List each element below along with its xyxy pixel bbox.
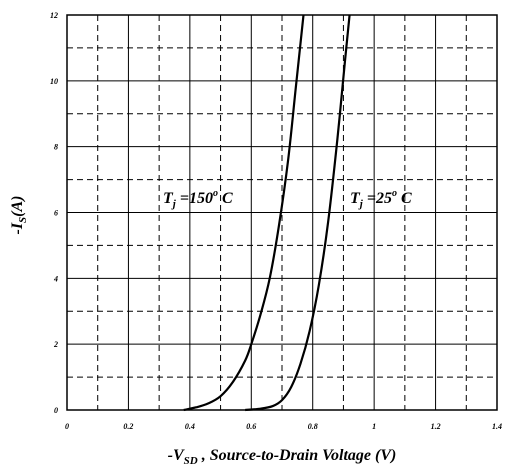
y-tick-label: 10 xyxy=(50,77,58,86)
x-axis-title: -VSD , Source-to-Drain Voltage (V) xyxy=(168,447,397,466)
y-tick-label: 2 xyxy=(53,340,58,349)
x-tick-label: 1.4 xyxy=(492,422,502,431)
grid xyxy=(67,15,497,410)
y-tick-label: 12 xyxy=(50,11,58,20)
x-tick-label: 1 xyxy=(372,422,376,431)
x-tick-label: 1.2 xyxy=(431,422,441,431)
annotation-tj-25: Tj =25o C xyxy=(350,188,412,210)
y-axis-title: -IS(A) xyxy=(9,195,29,234)
y-tick-label: 4 xyxy=(53,274,58,283)
series-line-1 xyxy=(245,14,351,412)
tick-labels: 0 0.2 0.4 0.6 0.8 1 1.2 1.4 0 2 4 6 8 10 12 xyxy=(50,11,502,431)
series-group xyxy=(183,14,351,412)
x-tick-label: 0.2 xyxy=(123,422,133,431)
x-tick-label: 0.8 xyxy=(308,422,318,431)
y-tick-label: 0 xyxy=(54,406,58,415)
x-tick-label: 0.4 xyxy=(185,422,195,431)
x-tick-label: 0 xyxy=(65,422,69,431)
plot-frame xyxy=(66,14,498,411)
annotation-tj-150: Tj =150o C xyxy=(163,188,233,210)
x-tick-label: 0.6 xyxy=(246,422,256,431)
y-tick-label: 6 xyxy=(54,209,58,218)
y-tick-label: 8 xyxy=(54,143,58,152)
series-line-0 xyxy=(183,14,305,412)
